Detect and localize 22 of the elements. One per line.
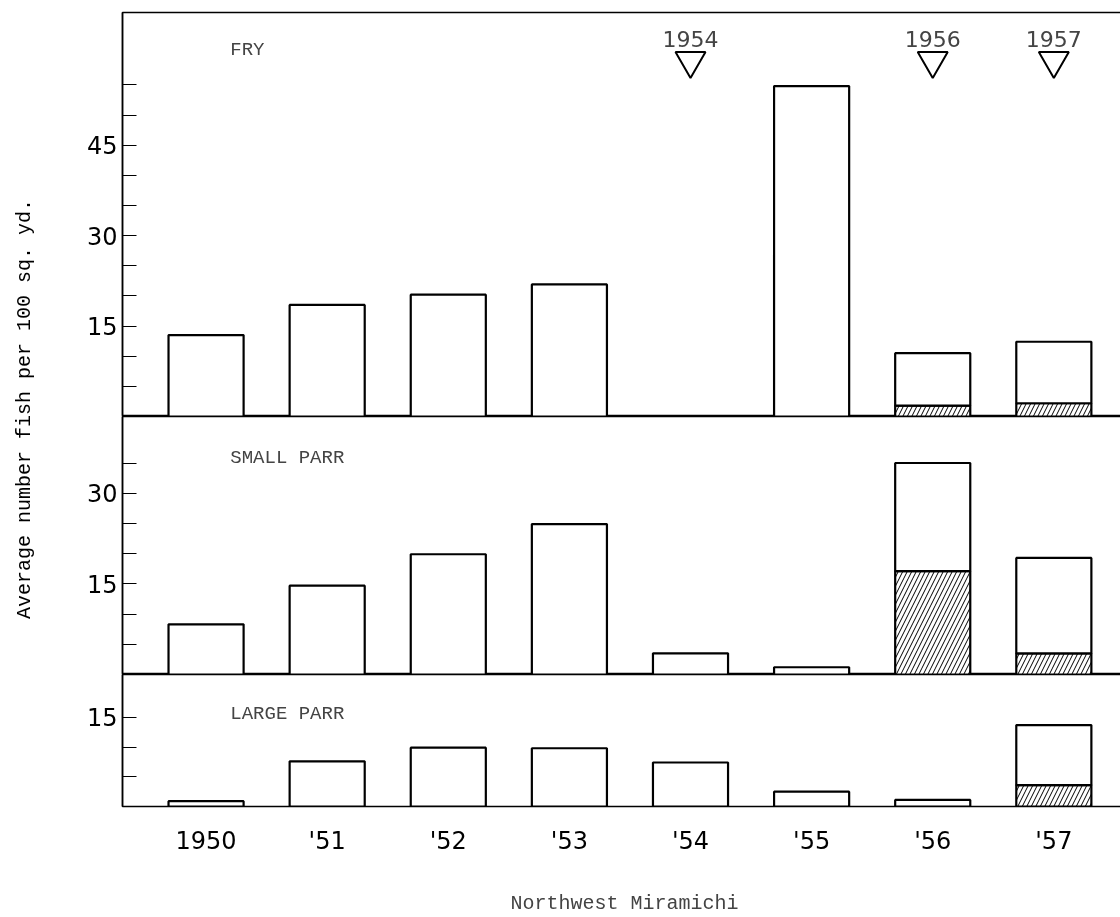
y-tick-label: 30 <box>86 480 118 509</box>
x-tick-label: '55 <box>793 826 831 855</box>
x-tick-label: '51 <box>308 826 346 855</box>
text: LARGE PARR <box>230 702 345 725</box>
x-tick-label: '52 <box>429 826 467 855</box>
x-axis-title: Northwest Miramichi <box>510 891 739 915</box>
y-tick-label: 45 <box>86 132 118 161</box>
x-tick-label: '54 <box>671 826 710 855</box>
y-tick-label: 15 <box>86 570 118 599</box>
annotation: 1954 <box>662 26 719 52</box>
text: SMALL PARR <box>230 446 345 469</box>
annotation: 1956 <box>904 26 961 52</box>
text: FRY <box>230 38 266 61</box>
annotation: 1957 <box>1025 26 1082 52</box>
x-tick-label: '53 <box>550 826 588 855</box>
y-tick-label: 15 <box>86 313 118 342</box>
y-tick-label: 15 <box>86 704 118 733</box>
y-tick-label: 30 <box>86 222 118 251</box>
x-tick-label: 1950 <box>175 826 237 855</box>
x-tick-label: '57 <box>1035 826 1073 855</box>
x-tick-label: '56 <box>914 826 952 855</box>
y-axis-title: Average number fish per 100 sq. yd. <box>11 198 37 619</box>
